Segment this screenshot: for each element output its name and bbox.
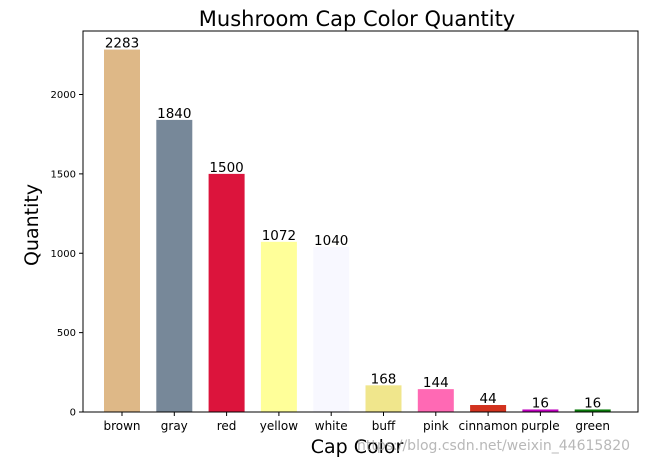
y-tick-label: 2000 xyxy=(51,90,76,101)
plot-frame xyxy=(82,30,639,413)
value-label: 1500 xyxy=(209,160,243,176)
x-tick-label: red xyxy=(217,419,237,433)
bar-pink xyxy=(417,389,454,412)
x-tick-label: purple xyxy=(521,419,560,433)
value-label: 1840 xyxy=(157,106,191,122)
x-tick-label: green xyxy=(575,419,610,433)
bar-gray xyxy=(156,119,193,413)
value-label: 1072 xyxy=(262,228,296,244)
y-tick-label: 500 xyxy=(57,328,76,339)
value-labels: 2283 1840 1500 1072 1040 168 144 44 16 16 xyxy=(105,36,601,412)
value-label: 1040 xyxy=(314,233,348,249)
bar-white xyxy=(313,246,350,412)
bar-yellow xyxy=(260,241,297,412)
value-label: 44 xyxy=(480,391,497,407)
y-tick-label: 0 xyxy=(70,408,76,419)
bar-purple xyxy=(522,409,559,412)
y-axis-ticks: 0 500 1000 1500 2000 xyxy=(51,90,83,419)
x-tick-label: brown xyxy=(103,419,140,433)
x-tick-label: buff xyxy=(372,419,396,433)
x-axis-label: Cap Color xyxy=(311,436,404,458)
y-axis-label: Quantity xyxy=(21,184,43,266)
value-label: 168 xyxy=(371,371,397,387)
bar-cinnamon xyxy=(470,405,507,412)
bars xyxy=(104,49,611,413)
watermark-text: https://blog.csdn.net/weixin_44615820 xyxy=(357,438,631,454)
bar-red xyxy=(208,173,245,412)
y-tick-label: 1500 xyxy=(51,169,76,180)
x-tick-labels: brown gray red yellow white buff pink cinnamon p… xyxy=(103,412,610,433)
x-tick-label: yellow xyxy=(260,419,298,433)
bar-green xyxy=(574,409,611,412)
x-tick-label: gray xyxy=(161,419,188,433)
x-tick-label: cinnamon xyxy=(459,419,518,433)
chart-title: Mushroom Cap Color Quantity xyxy=(199,7,515,31)
bar-buff xyxy=(365,385,402,412)
x-tick-label: white xyxy=(315,419,348,433)
y-tick-label: 1000 xyxy=(51,249,76,260)
value-label: 144 xyxy=(423,375,449,391)
value-label: 2283 xyxy=(105,36,139,52)
value-label: 16 xyxy=(532,395,549,411)
bar-brown xyxy=(104,49,140,412)
value-label: 16 xyxy=(584,395,601,411)
x-tick-label: pink xyxy=(423,419,449,433)
